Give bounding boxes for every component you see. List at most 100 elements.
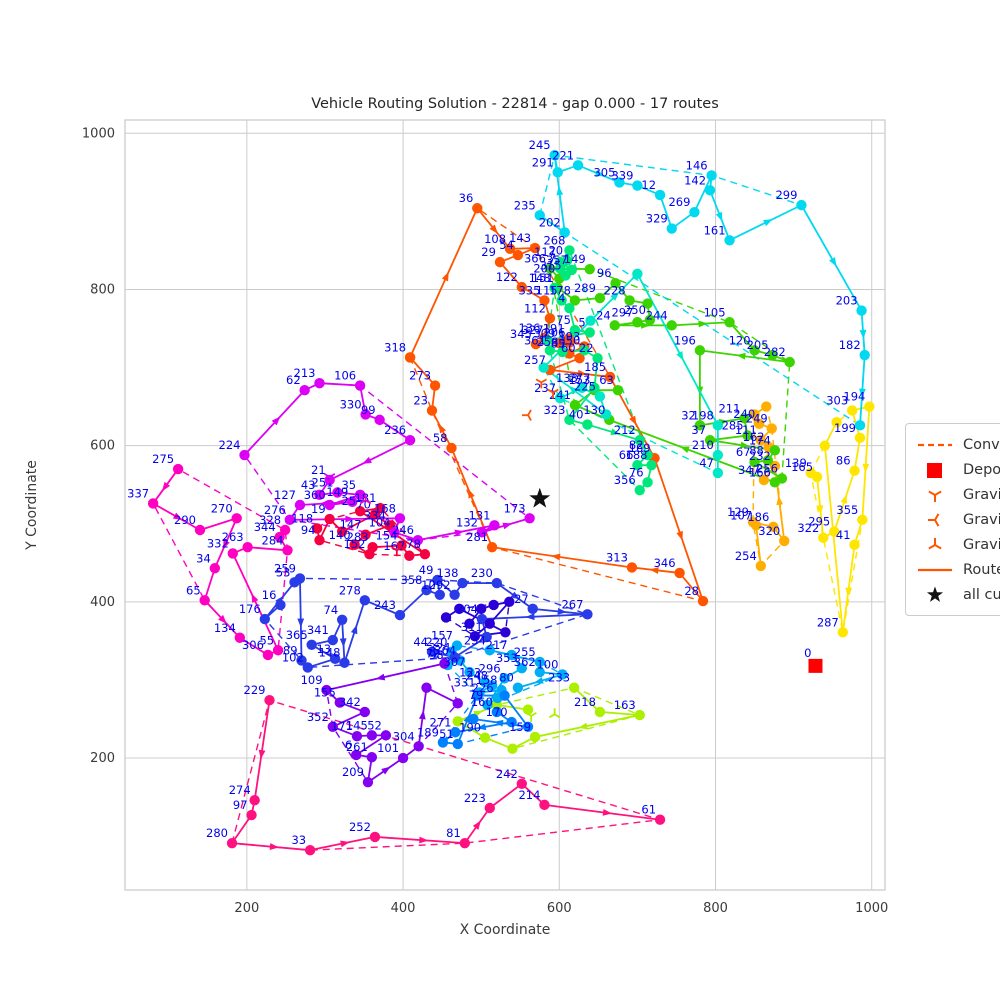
- svg-text:309: 309: [533, 326, 555, 340]
- legend-label: Gravit: [963, 486, 1000, 503]
- svg-text:72: 72: [426, 647, 441, 661]
- svg-text:196: 196: [674, 333, 696, 347]
- svg-text:235: 235: [514, 198, 536, 212]
- customer-point: [336, 526, 348, 537]
- svg-text:267: 267: [561, 597, 583, 611]
- customer-point: [484, 645, 495, 656]
- customer-point: [449, 652, 460, 663]
- route-1-hull: [316, 507, 427, 557]
- customer-point: [482, 699, 493, 711]
- tri-up-icon: [359, 494, 372, 505]
- customer-point: [259, 613, 271, 625]
- customer-point: [522, 704, 534, 715]
- customer-point: [314, 377, 325, 389]
- customer-point: [366, 730, 378, 741]
- customer-point: [494, 256, 506, 268]
- customer-point: [296, 655, 307, 666]
- customer-point: [199, 595, 210, 606]
- svg-text:131: 131: [469, 508, 491, 522]
- customer-point: [704, 185, 716, 196]
- svg-text:53: 53: [276, 565, 291, 579]
- svg-text:105: 105: [704, 305, 726, 319]
- svg-text:285: 285: [722, 418, 744, 432]
- customer-point: [329, 653, 341, 665]
- svg-text:355: 355: [836, 503, 858, 517]
- customer-point: [849, 539, 860, 551]
- customer-point: [354, 380, 366, 391]
- svg-text:275: 275: [152, 452, 174, 466]
- customer-point: [336, 614, 348, 625]
- customer-point: [632, 268, 643, 280]
- svg-text:170: 170: [486, 705, 508, 719]
- svg-text:299: 299: [775, 188, 797, 202]
- customer-point: [654, 814, 666, 825]
- customer-point: [552, 167, 563, 178]
- svg-text:60: 60: [561, 341, 576, 355]
- svg-text:74: 74: [324, 603, 339, 617]
- svg-text:55: 55: [259, 633, 274, 647]
- customer-point: [369, 831, 381, 843]
- customer-point: [818, 532, 829, 543]
- customer-point: [360, 529, 371, 540]
- customer-point: [634, 709, 645, 721]
- customer-point: [404, 550, 415, 561]
- customer-point: [694, 345, 706, 356]
- svg-text:152: 152: [344, 537, 366, 551]
- svg-text:323: 323: [543, 403, 565, 417]
- svg-text:225: 225: [574, 379, 596, 393]
- customer-point: [432, 574, 443, 586]
- customer-point: [557, 669, 568, 680]
- svg-text:178: 178: [549, 283, 571, 297]
- svg-text:182: 182: [839, 338, 861, 352]
- customer-point: [486, 680, 498, 691]
- customer-point: [579, 345, 590, 356]
- svg-text:327: 327: [522, 323, 544, 337]
- customer-point: [634, 484, 645, 496]
- customer-point: [147, 498, 159, 509]
- customer-point: [524, 513, 535, 524]
- customer-point: [856, 305, 867, 316]
- customer-point: [446, 442, 457, 454]
- customer-point: [642, 477, 653, 488]
- svg-text:282: 282: [764, 345, 786, 359]
- svg-text:800: 800: [703, 901, 728, 916]
- svg-text:6: 6: [345, 738, 352, 752]
- customer-point: [419, 548, 431, 560]
- gravity-markers: [323, 378, 561, 722]
- svg-text:233: 233: [548, 671, 570, 685]
- svg-text:25: 25: [341, 494, 356, 508]
- svg-text:134: 134: [214, 621, 236, 635]
- customer-point: [564, 303, 575, 314]
- customer-point: [426, 646, 438, 658]
- svg-text:33: 33: [291, 833, 306, 847]
- svg-text:287: 287: [817, 615, 839, 629]
- svg-text:283: 283: [347, 530, 369, 544]
- customer-point: [749, 456, 760, 468]
- customer-point: [429, 380, 441, 391]
- svg-text:358: 358: [401, 573, 423, 587]
- customer-point: [516, 281, 527, 293]
- customer-point: [694, 420, 706, 431]
- svg-text:240: 240: [733, 407, 755, 421]
- customer-point: [412, 534, 424, 546]
- svg-text:142: 142: [684, 173, 706, 187]
- svg-text:251: 251: [312, 476, 334, 490]
- svg-text:278: 278: [339, 583, 361, 597]
- customer-point: [642, 449, 653, 461]
- svg-text:32: 32: [681, 408, 696, 422]
- svg-text:200: 200: [90, 751, 115, 766]
- svg-text:146: 146: [686, 158, 708, 172]
- customer-point: [819, 440, 831, 451]
- customer-point: [594, 292, 606, 304]
- customer-point: [568, 682, 580, 693]
- svg-text:306: 306: [242, 638, 264, 652]
- customer-point: [421, 584, 432, 596]
- customer-point: [829, 526, 840, 537]
- svg-text:10: 10: [421, 578, 436, 592]
- customer-point: [582, 609, 593, 620]
- svg-text:130: 130: [583, 403, 605, 417]
- customer-point: [507, 743, 518, 754]
- customer-point: [464, 618, 475, 629]
- svg-text:228: 228: [604, 283, 626, 297]
- svg-text:347: 347: [738, 463, 760, 477]
